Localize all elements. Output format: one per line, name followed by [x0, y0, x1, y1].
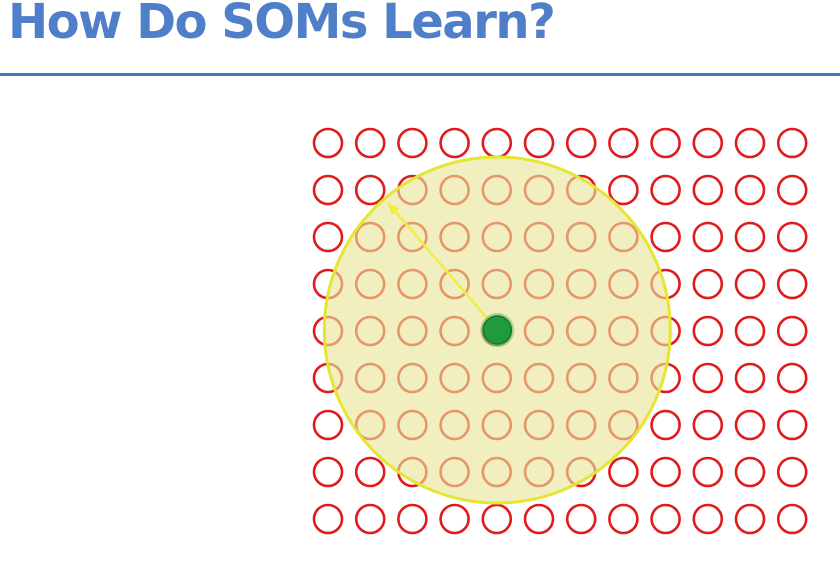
som-node: [439, 503, 470, 535]
som-node: [523, 127, 555, 159]
som-node: [312, 503, 344, 535]
som-node: [608, 503, 639, 535]
som-node: [692, 268, 724, 300]
som-node: [692, 503, 724, 535]
som-node: [650, 456, 681, 488]
som-node: [650, 221, 681, 253]
radius-arrow-head: [387, 202, 400, 216]
som-node: [734, 127, 766, 159]
som-node: [354, 503, 386, 535]
som-node: [734, 409, 766, 441]
som-node: [776, 503, 808, 535]
som-node: [734, 174, 766, 206]
som-node: [481, 127, 513, 159]
som-node: [734, 268, 766, 300]
som-node: [354, 174, 386, 206]
som-node: [312, 409, 344, 441]
som-node: [692, 315, 724, 347]
som-node: [734, 503, 766, 535]
som-node: [776, 315, 808, 347]
som-node: [650, 174, 681, 206]
som-node: [650, 503, 681, 535]
som-node: [776, 127, 808, 159]
som-node: [354, 127, 386, 159]
som-node: [734, 221, 766, 253]
som-node: [776, 362, 808, 394]
som-node: [608, 174, 639, 206]
som-node: [397, 127, 428, 159]
som-node: [692, 174, 724, 206]
som-node: [734, 456, 766, 488]
title-underline: [0, 73, 840, 76]
som-node: [776, 268, 808, 300]
som-node: [776, 221, 808, 253]
radius-arrow-line: [386, 201, 499, 331]
som-node: [481, 503, 513, 535]
som-node: [692, 362, 724, 394]
best-matching-unit: [482, 315, 513, 345]
som-node: [397, 503, 428, 535]
som-node: [565, 503, 597, 535]
som-node: [734, 315, 766, 347]
som-node: [523, 503, 555, 535]
som-node: [565, 127, 597, 159]
som-node: [692, 456, 724, 488]
som-node: [692, 409, 724, 441]
som-node: [608, 127, 639, 159]
som-node: [312, 127, 344, 159]
som-node: [776, 456, 808, 488]
som-node: [692, 221, 724, 253]
som-node: [734, 362, 766, 394]
som-node: [312, 174, 344, 206]
som-node: [776, 409, 808, 441]
som-node: [776, 174, 808, 206]
som-node: [692, 127, 724, 159]
som-node: [650, 409, 681, 441]
som-node: [312, 221, 344, 253]
som-node: [439, 127, 470, 159]
som-node: [312, 456, 344, 488]
som-node: [608, 456, 639, 488]
slide-title: How Do SOMs Learn?: [8, 0, 556, 50]
som-node: [354, 456, 386, 488]
som-node: [650, 127, 681, 159]
